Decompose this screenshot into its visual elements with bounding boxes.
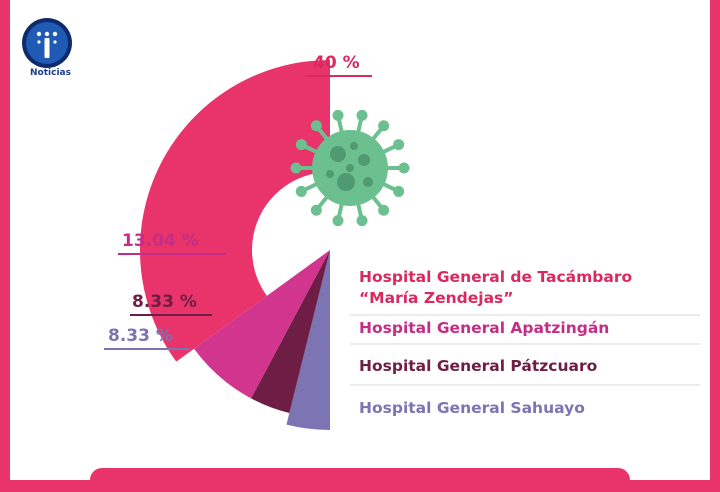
- axis-mask: [330, 55, 360, 455]
- slice-2-percent: 13.04 %: [122, 231, 199, 251]
- slice-1-label-line2: “María Zendejas”: [359, 289, 513, 307]
- slice-1-percent: 40 %: [313, 53, 360, 73]
- slice-3-label: Hospital General Pátzcuaro: [359, 357, 597, 375]
- pie-slice-3: [251, 250, 330, 414]
- pie-slice-2: [194, 250, 330, 399]
- virus-icon: [290, 109, 410, 227]
- slice-2-label: Hospital General Apatzingán: [359, 319, 609, 337]
- logo-text: Noticias: [30, 68, 71, 78]
- pie-slice-4: [286, 250, 330, 430]
- slice-1-label: Hospital General de Tacámbaro: [359, 268, 632, 286]
- half-donut-chart: 40 % 13.04 % 8.33 % 8.33 % Hospital General …: [104, 53, 700, 455]
- slice-4-percent: 8.33 %: [108, 326, 173, 346]
- logo-icon: [22, 18, 72, 68]
- pie-slice-1: [140, 60, 330, 362]
- slice-3-percent: 8.33 %: [132, 292, 197, 312]
- slice-4-label: Hospital General Sahuayo: [359, 399, 585, 417]
